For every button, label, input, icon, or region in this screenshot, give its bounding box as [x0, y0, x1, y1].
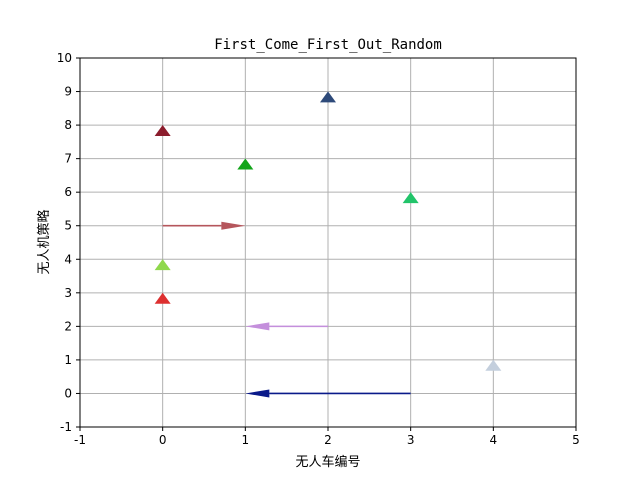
y-tick-label: -1: [60, 420, 72, 434]
arrow: [245, 322, 328, 331]
y-tick-label: 8: [64, 118, 72, 132]
y-tick-label: 7: [64, 152, 72, 166]
x-tick-label: 1: [242, 433, 250, 447]
x-tick-label: 4: [490, 433, 498, 447]
y-tick-label: 0: [64, 386, 72, 400]
y-tick-label: 1: [64, 353, 72, 367]
triangle-marker: [485, 359, 502, 371]
triangle-marker: [402, 192, 419, 204]
x-tick-label: 5: [572, 433, 580, 447]
y-tick-label: 4: [64, 252, 72, 266]
x-tick-label: -1: [74, 433, 86, 447]
triangle-marker: [237, 158, 254, 170]
y-tick-label: 9: [64, 85, 72, 99]
arrow: [162, 221, 246, 230]
arrow-head: [221, 221, 246, 230]
arrow-head: [245, 389, 270, 398]
y-axis-label: 无人机策略: [36, 209, 52, 274]
y-tick-label: 3: [64, 286, 72, 300]
x-tick-label: 2: [324, 433, 332, 447]
data-marks: [154, 91, 502, 398]
arrow-head: [245, 322, 270, 331]
y-tick-label: 6: [64, 185, 72, 199]
y-tick-label: 5: [64, 219, 72, 233]
chart-title: First_Come_First_Out_Random: [214, 37, 442, 53]
y-tick-label: 2: [64, 319, 72, 333]
triangle-marker: [154, 124, 171, 136]
arrow: [245, 389, 411, 398]
x-tick-label: 3: [407, 433, 415, 447]
x-axis-label: 无人车编号: [295, 454, 360, 470]
triangle-marker: [154, 259, 171, 271]
axis-ticks: -1 0 1 2 3 4 5 -1 0 1 2 3 4 5 6 7 8 9 10: [57, 51, 580, 447]
triangle-marker: [154, 292, 171, 304]
triangle-marker: [320, 91, 336, 103]
x-tick-label: 0: [159, 433, 167, 447]
y-tick-label: 10: [57, 51, 72, 65]
